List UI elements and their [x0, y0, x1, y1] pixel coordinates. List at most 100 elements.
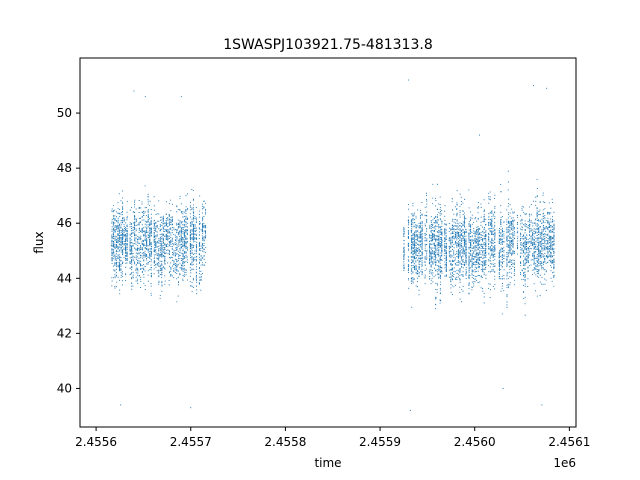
data-point — [451, 229, 453, 231]
data-point — [429, 225, 431, 227]
data-point — [114, 262, 116, 264]
data-point — [141, 265, 143, 267]
data-point — [469, 240, 472, 242]
data-point — [415, 271, 417, 273]
data-point — [159, 260, 161, 262]
data-point — [171, 240, 173, 242]
data-point — [191, 281, 193, 284]
data-point — [111, 218, 113, 221]
data-point — [149, 257, 151, 259]
data-point — [115, 272, 118, 274]
data-point — [199, 195, 201, 197]
data-point — [429, 252, 431, 254]
data-point — [403, 233, 405, 235]
data-point — [439, 265, 441, 267]
data-point — [436, 230, 438, 233]
data-point — [459, 214, 461, 216]
data-point — [126, 211, 128, 213]
data-point — [498, 252, 500, 254]
data-point — [445, 262, 448, 264]
data-point — [468, 248, 470, 250]
data-point — [135, 267, 137, 269]
data-point — [153, 248, 155, 250]
data-point — [461, 246, 463, 248]
data-point — [156, 213, 158, 215]
data-point — [476, 256, 478, 258]
data-point — [171, 265, 173, 267]
data-point — [476, 260, 478, 262]
data-point — [186, 217, 189, 219]
data-point — [471, 235, 473, 237]
data-point — [162, 242, 164, 244]
data-point — [410, 213, 412, 215]
data-point — [182, 237, 184, 239]
data-point — [167, 253, 169, 255]
data-point — [133, 226, 135, 228]
data-point — [510, 248, 512, 250]
data-point — [488, 253, 490, 255]
data-point — [161, 260, 163, 262]
data-point — [170, 241, 172, 243]
data-point — [435, 256, 437, 258]
data-point — [112, 251, 114, 253]
data-point — [506, 261, 508, 263]
data-point — [494, 194, 496, 196]
data-point — [158, 241, 160, 243]
data-point — [459, 291, 461, 294]
data-point — [509, 265, 511, 267]
data-point — [488, 237, 490, 239]
data-point — [176, 224, 178, 226]
data-point — [201, 231, 204, 233]
data-point — [489, 224, 491, 226]
data-point — [114, 285, 116, 287]
data-point — [136, 247, 139, 249]
data-point — [459, 271, 461, 273]
data-point — [482, 263, 484, 265]
data-point — [433, 261, 435, 263]
data-point — [176, 278, 178, 280]
data-point — [453, 250, 455, 252]
data-point — [174, 242, 176, 244]
data-point — [415, 230, 417, 232]
data-point — [474, 264, 476, 266]
data-point — [461, 245, 463, 247]
data-point — [473, 222, 475, 224]
data-point — [464, 241, 466, 243]
data-point — [450, 229, 452, 231]
data-point — [133, 223, 136, 225]
data-point — [428, 257, 431, 259]
data-point — [413, 250, 415, 252]
data-point — [135, 230, 137, 232]
data-point — [460, 301, 463, 303]
data-point — [411, 247, 413, 249]
data-point — [509, 241, 511, 243]
data-point — [144, 220, 146, 222]
data-point — [161, 256, 163, 258]
data-point — [468, 288, 470, 290]
data-point — [488, 228, 490, 230]
data-point — [185, 255, 187, 257]
data-point — [477, 206, 479, 208]
data-point — [132, 285, 134, 287]
data-point — [444, 205, 446, 207]
data-point — [195, 251, 197, 253]
data-point — [120, 236, 122, 239]
data-point — [196, 293, 198, 295]
data-point — [156, 263, 158, 265]
data-point — [137, 253, 139, 255]
data-point — [200, 273, 202, 276]
data-point — [439, 262, 441, 264]
data-point — [465, 251, 467, 253]
data-point — [424, 270, 426, 272]
data-point — [475, 241, 478, 243]
data-point — [191, 230, 193, 232]
data-point — [416, 250, 419, 253]
data-point — [477, 239, 479, 241]
data-point — [407, 226, 409, 228]
data-point — [140, 255, 142, 257]
data-point — [115, 249, 117, 251]
data-point — [175, 258, 177, 260]
data-point — [192, 207, 195, 209]
data-point — [468, 274, 470, 276]
data-point — [119, 259, 121, 261]
